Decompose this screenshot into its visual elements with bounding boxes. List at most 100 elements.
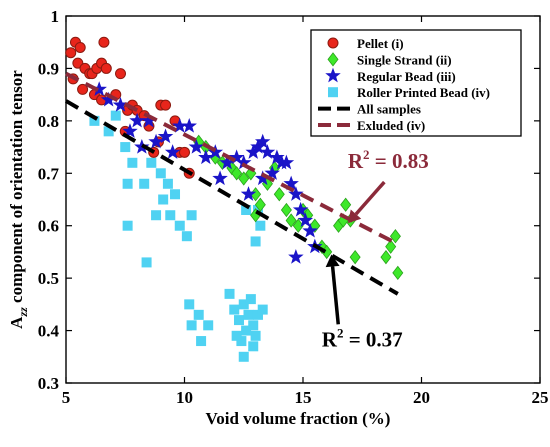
r2-all-sup: 2 [337,325,344,340]
regular-bead-point [181,117,197,133]
roller-bead-point [139,178,150,189]
roller-bead-point [238,351,249,362]
legend-item-excluded-label: Exluded (iv) [357,118,425,133]
roller-bead-point [181,231,192,242]
legend-item-all-samples-label: All samples [357,102,421,117]
legend-item-regular-bead-label: Regular Bead (iii) [357,69,456,84]
roller-bead-point [170,189,181,200]
regular-bead-point [164,144,181,159]
roller-bead-point [158,194,169,205]
roller-bead-point [162,178,173,189]
roller-bead-point [155,168,166,179]
single-strand-point [340,197,352,212]
legend-item-single-strand-swatch [327,52,339,67]
x-axis-title: Void volume fraction (%) [206,409,391,428]
roller-bead-point [196,336,207,347]
single-strand-point [292,218,304,233]
regular-bead-point [297,212,314,228]
r2-excluded-arrow-shaft [354,180,386,216]
regular-bead-point [259,144,276,159]
roller-bead-point [250,330,261,341]
y-tick-label: 0.3 [38,374,59,393]
roller-bead-point [248,320,259,331]
single-strand-point [231,166,243,181]
roller-bead-point [103,126,114,137]
roller-bead-point [184,299,195,310]
roller-bead-point [141,257,152,268]
regular-bead-point [283,175,299,191]
legend-item-single-strand-label: Single Strand (ii) [357,52,452,67]
r2-excluded-arrow-head [348,209,362,224]
single-strand-point [285,213,297,228]
legend-item-roller-bead-label: Roller Printed Bead (iv) [357,85,490,100]
roller-bead-point [120,142,131,153]
single-strand-point [385,239,397,254]
single-strand-point [254,197,266,212]
r2-all-arrow-head [325,254,340,268]
single-strand-point [389,229,401,244]
roller-bead-point [234,315,245,326]
roller-bead-point [122,220,133,231]
roller-bead-point [193,309,204,320]
roller-bead-point [224,288,235,299]
r2-excluded-value: = 0.83 [370,149,429,173]
x-tick-label: 10 [176,388,193,407]
regular-bead-point [288,186,304,201]
y-tick-label: 0.6 [38,217,59,236]
roller-bead-point [252,204,263,215]
x-tick-label: 20 [413,388,430,407]
y-tick-label: 0.8 [38,112,59,131]
roller-bead-point [238,299,249,310]
roller-bead-point [250,236,261,247]
legend-box [310,29,522,137]
roller-bead-point [174,220,185,231]
regular-bead-point [288,249,304,264]
y-tick-label: 0.7 [38,164,60,183]
regular-bead-point [302,222,318,238]
roller-bead-point [89,115,100,126]
pellet-point [65,47,77,59]
y-tick-label: 0.5 [38,269,59,288]
roller-bead-point [245,294,256,305]
fit-line-all-samples [64,99,399,296]
regular-bead-point [212,170,228,186]
single-strand-point [238,171,250,186]
roller-bead-point [151,210,162,221]
roller-bead-point [241,204,252,215]
regular-bead-point [264,165,280,180]
pellet-point [179,146,190,158]
legend-item-roller-bead-swatch [328,87,338,98]
roller-bead-point [255,220,266,231]
regular-bead-point [188,138,205,154]
y-tick-label: 1 [51,7,60,26]
r2-excluded-base: R [348,149,364,173]
y-axis-title: Azz component of orientation tensor [7,70,30,329]
legend-item-pellet-label: Pellet (i) [357,36,404,51]
regular-bead-point [157,128,174,144]
fit-line-excluded [65,71,399,246]
legend-item-pellet-swatch [327,37,339,49]
regular-bead-point [240,186,257,201]
roller-bead-point [229,304,240,315]
y-axis-title-main: A [7,316,26,329]
r2-all-base: R [322,327,338,351]
x-tick-label: 5 [62,388,71,407]
regular-bead-point [254,133,271,149]
regular-bead-point [292,201,309,217]
single-strand-point [280,202,292,218]
single-strand-point [273,187,285,202]
regular-bead-point [278,154,295,170]
roller-bead-point [110,110,121,121]
legend-item-regular-bead-swatch [325,67,341,83]
r2-all-arrow-shaft [330,266,340,325]
y-axis-title-rest: component of orientation tensor [7,70,26,307]
single-strand-point [380,250,392,265]
single-strand-point [349,250,361,265]
regular-bead-point [207,144,224,159]
pellet-point [160,99,172,111]
roller-bead-point [186,320,197,331]
r2-excluded-label: R2 = 0.83 [348,147,429,173]
y-tick-label: 0.9 [38,59,59,78]
